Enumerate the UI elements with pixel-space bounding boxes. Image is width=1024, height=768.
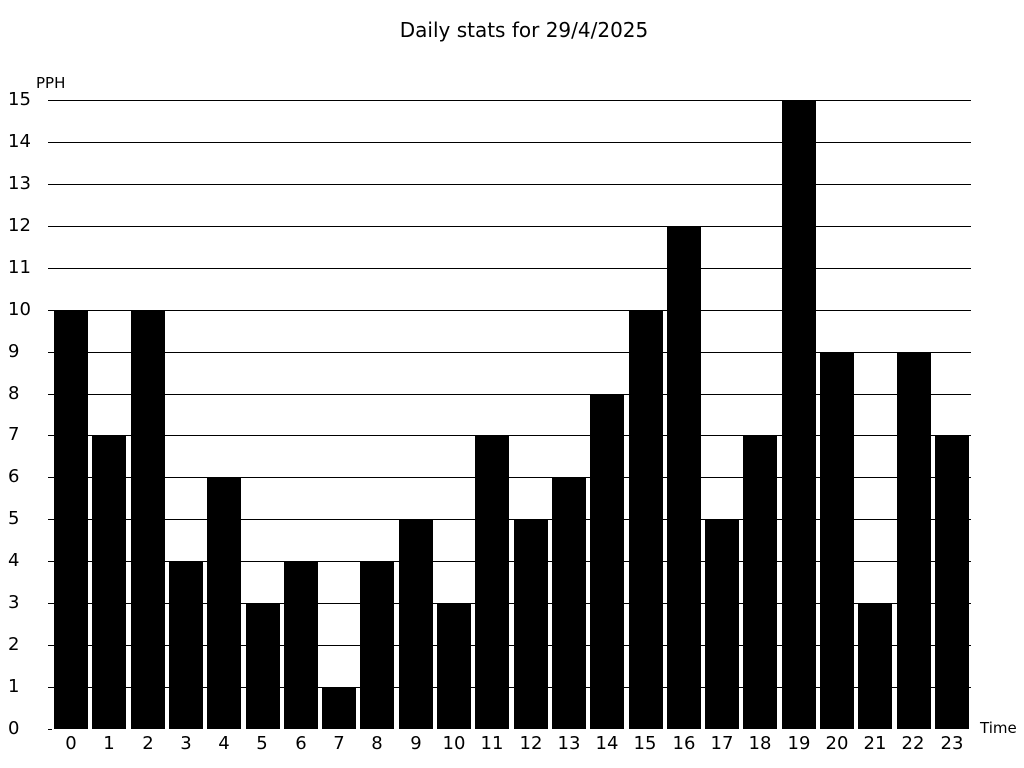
- gridline: [48, 645, 971, 646]
- bar: [399, 519, 433, 729]
- x-tick-label: 20: [825, 733, 849, 754]
- bar: [284, 561, 318, 729]
- gridline: [48, 226, 971, 227]
- y-tick-label: 13: [8, 173, 31, 194]
- bar: [820, 352, 854, 729]
- axis-tick: [48, 729, 52, 730]
- chart-title: Daily stats for 29/4/2025: [399, 18, 649, 42]
- x-tick-label: 2: [142, 733, 154, 754]
- gridline: [48, 310, 971, 311]
- bar: [169, 561, 203, 729]
- y-tick-label: 15: [8, 89, 31, 110]
- bar: [629, 310, 663, 729]
- bar: [475, 435, 509, 729]
- gridline: [48, 268, 971, 269]
- y-tick-label: 9: [8, 341, 20, 362]
- y-tick-label: 0: [8, 718, 20, 739]
- bar: [92, 435, 126, 729]
- x-tick-label: 5: [256, 733, 268, 754]
- bar: [743, 435, 777, 729]
- bar: [246, 603, 280, 729]
- x-tick-label: 19: [787, 733, 811, 754]
- gridline: [48, 435, 971, 436]
- x-tick-label: 1: [103, 733, 115, 754]
- bar: [437, 603, 471, 729]
- gridline: [48, 477, 971, 478]
- x-tick-label: 3: [180, 733, 192, 754]
- bar: [667, 226, 701, 729]
- gridline: [48, 100, 971, 101]
- x-tick-label: 23: [940, 733, 964, 754]
- gridline: [48, 561, 971, 562]
- bar: [897, 352, 931, 729]
- gridline: [48, 394, 971, 395]
- y-tick-label: 3: [8, 592, 20, 613]
- y-tick-label: 14: [8, 131, 31, 152]
- x-tick-label: 16: [672, 733, 696, 754]
- bar: [360, 561, 394, 729]
- y-tick-label: 12: [8, 215, 31, 236]
- y-tick-label: 6: [8, 466, 20, 487]
- y-tick-label: 11: [8, 257, 31, 278]
- gridline: [48, 142, 971, 143]
- bar: [552, 477, 586, 729]
- gridline: [48, 603, 971, 604]
- x-tick-label: 6: [295, 733, 307, 754]
- x-tick-label: 0: [65, 733, 77, 754]
- x-tick-label: 7: [333, 733, 345, 754]
- bar: [514, 519, 548, 729]
- gridline: [48, 519, 971, 520]
- y-tick-label: 10: [8, 299, 31, 320]
- x-tick-label: 17: [710, 733, 734, 754]
- x-tick-label: 15: [633, 733, 657, 754]
- bar: [858, 603, 892, 729]
- gridline: [48, 687, 971, 688]
- bar: [782, 100, 816, 729]
- x-tick-label: 21: [863, 733, 887, 754]
- x-tick-label: 9: [410, 733, 422, 754]
- bar: [131, 310, 165, 729]
- x-tick-label: 14: [595, 733, 619, 754]
- y-tick-label: 1: [8, 676, 20, 697]
- gridline: [48, 352, 971, 353]
- bar: [935, 435, 969, 729]
- bar: [322, 687, 356, 729]
- y-tick-label: 8: [8, 383, 20, 404]
- bar: [54, 310, 88, 729]
- x-tick-label: 18: [748, 733, 772, 754]
- y-tick-label: 4: [8, 550, 20, 571]
- x-tick-label: 11: [480, 733, 504, 754]
- y-tick-label: 7: [8, 424, 20, 445]
- gridline: [48, 184, 971, 185]
- x-tick-label: 8: [371, 733, 383, 754]
- x-tick-label: 4: [218, 733, 230, 754]
- x-tick-label: 12: [519, 733, 543, 754]
- x-tick-label: 10: [442, 733, 466, 754]
- x-axis-label: Time: [980, 719, 1017, 737]
- x-tick-label: 22: [901, 733, 925, 754]
- bar: [590, 394, 624, 729]
- x-tick-label: 13: [557, 733, 581, 754]
- y-tick-label: 2: [8, 634, 20, 655]
- bar: [207, 477, 241, 729]
- y-tick-label: 5: [8, 508, 20, 529]
- bar: [705, 519, 739, 729]
- y-axis-label: PPH: [36, 74, 66, 92]
